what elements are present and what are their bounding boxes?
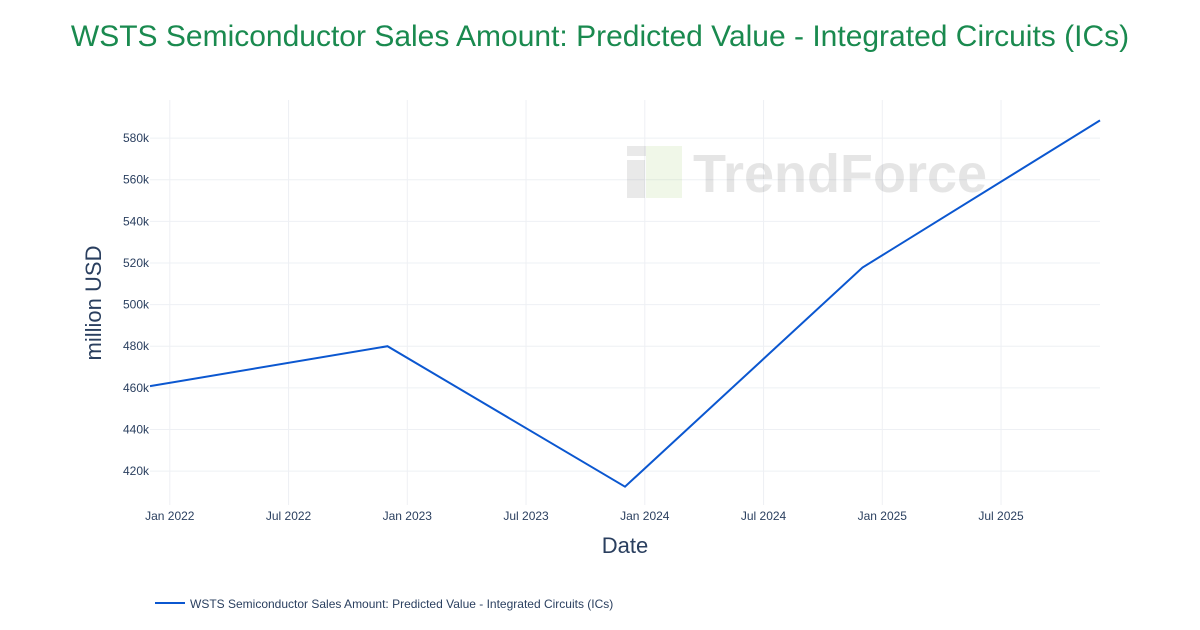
y-tick-label: 500k (123, 298, 150, 312)
x-tick-label: Jul 2025 (978, 509, 1024, 523)
y-tick-label: 420k (123, 464, 150, 478)
legend[interactable]: WSTS Semiconductor Sales Amount: Predict… (155, 597, 613, 611)
y-tick-label: 580k (123, 131, 150, 145)
y-tick-label: 540k (123, 214, 150, 228)
y-tick-label: 460k (123, 381, 150, 395)
chart-title: WSTS Semiconductor Sales Amount: Predict… (70, 20, 1130, 53)
x-tick-label: Jan 2022 (145, 509, 195, 523)
legend-label: WSTS Semiconductor Sales Amount: Predict… (190, 597, 613, 611)
x-tick-label: Jan 2025 (858, 509, 908, 523)
x-tick-label: Jan 2024 (620, 509, 670, 523)
y-tick-label: 480k (123, 339, 150, 353)
x-tick-label: Jul 2023 (503, 509, 549, 523)
x-tick-label: Jul 2022 (266, 509, 312, 523)
grid (150, 100, 1100, 505)
y-axis-title: million USD (81, 246, 106, 361)
y-tick-label: 560k (123, 173, 150, 187)
x-tick-label: Jan 2023 (383, 509, 433, 523)
x-tick-label: Jul 2024 (741, 509, 787, 523)
y-tick-label: 520k (123, 256, 150, 270)
watermark-logo: TrendForce (627, 144, 987, 204)
y-tick-label: 440k (123, 422, 150, 436)
x-axis-title: Date (602, 533, 648, 558)
svg-text:TrendForce: TrendForce (693, 144, 987, 204)
